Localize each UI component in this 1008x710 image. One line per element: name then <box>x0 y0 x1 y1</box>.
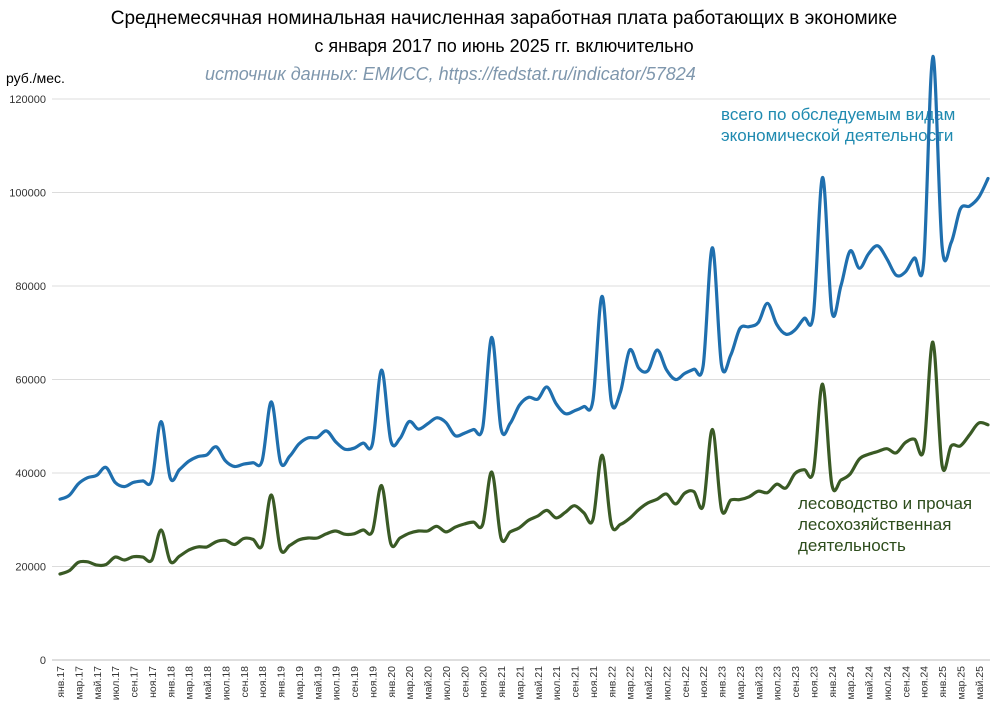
x-tick-label: янв.22 <box>606 666 618 698</box>
x-tick-label: июл.18 <box>220 666 232 700</box>
x-tick-label: мар.20 <box>404 666 416 700</box>
x-tick-label: янв.18 <box>165 666 177 698</box>
series-line-forestry <box>58 340 990 576</box>
x-tick-label: май.22 <box>643 666 655 700</box>
x-tick-label: июл.21 <box>551 666 563 700</box>
y-tick-label: 20000 <box>15 562 46 574</box>
x-tick-label: ноя.22 <box>698 666 710 698</box>
x-tick-label: мар.22 <box>625 666 637 700</box>
x-tick-label: май.20 <box>423 666 435 700</box>
x-tick-label: янв.19 <box>276 666 288 698</box>
series-label-total: всего по обследуемым видам экономической… <box>721 105 956 145</box>
x-tick-label: янв.21 <box>496 666 508 698</box>
x-tick-label: май.21 <box>533 666 545 700</box>
x-tick-label: мар.19 <box>294 666 306 700</box>
y-tick-label: 100000 <box>9 188 46 200</box>
x-tick-label: май.23 <box>753 666 765 700</box>
x-tick-label: июл.22 <box>661 666 673 700</box>
x-tick-label: май.25 <box>974 666 986 700</box>
x-tick-label: ноя.17 <box>147 666 159 698</box>
x-tick-label: сен.17 <box>129 666 141 698</box>
chart-source-note: источник данных: ЕМИСС, https://fedstat.… <box>205 64 696 84</box>
x-tick-label: ноя.21 <box>588 666 600 698</box>
x-tick-label: янв.24 <box>827 666 839 698</box>
x-tick-label: июл.17 <box>110 666 122 700</box>
x-tick-label: ноя.18 <box>257 666 269 698</box>
x-tick-label: мар.25 <box>955 666 967 700</box>
y-axis-label: руб./мес. <box>6 70 65 86</box>
x-tick-label: ноя.23 <box>808 666 820 698</box>
x-tick-label: ноя.20 <box>478 666 490 698</box>
y-tick-label: 40000 <box>15 468 46 480</box>
x-tick-label: янв.23 <box>717 666 729 698</box>
x-tick-label: ноя.19 <box>367 666 379 698</box>
series-line-total <box>58 54 990 501</box>
x-tick-label: мар.23 <box>735 666 747 700</box>
x-tick-label: янв.17 <box>55 666 67 698</box>
x-tick-label: мар.21 <box>514 666 526 700</box>
chart-title: Среднемесячная номинальная начисленная з… <box>110 8 898 29</box>
x-tick-label: май.24 <box>864 666 876 700</box>
x-tick-label: сен.24 <box>900 666 912 698</box>
x-tick-label: янв.20 <box>386 666 398 698</box>
x-tick-label: янв.25 <box>937 666 949 698</box>
x-tick-label: мар.18 <box>184 666 196 700</box>
y-tick-label: 80000 <box>15 281 46 293</box>
y-tick-label: 120000 <box>9 94 46 106</box>
x-tick-label: ноя.24 <box>919 666 931 698</box>
x-tick-label: май.17 <box>92 666 104 700</box>
x-tick-label: мар.24 <box>845 666 857 700</box>
x-tick-label: июл.24 <box>882 666 894 700</box>
x-tick-label: июл.20 <box>441 666 453 700</box>
y-tick-label: 60000 <box>15 375 46 387</box>
x-tick-label: май.19 <box>312 666 324 700</box>
x-tick-label: сен.20 <box>459 666 471 698</box>
x-tick-label: сен.19 <box>349 666 361 698</box>
x-tick-label: сен.23 <box>790 666 802 698</box>
series-label-forestry: лесоводство и прочая лесохозяйственная д… <box>798 494 973 555</box>
y-tick-label: 0 <box>40 655 46 667</box>
chart-subtitle: с января 2017 по июнь 2025 гг. включител… <box>314 36 694 56</box>
x-tick-label: сен.21 <box>570 666 582 698</box>
x-tick-label: сен.18 <box>239 666 251 698</box>
x-tick-label: июл.19 <box>331 666 343 700</box>
x-tick-label: май.18 <box>202 666 214 700</box>
x-tick-label: мар.17 <box>73 666 85 700</box>
x-tick-label: сен.22 <box>680 666 692 698</box>
x-tick-label: июл.23 <box>772 666 784 700</box>
